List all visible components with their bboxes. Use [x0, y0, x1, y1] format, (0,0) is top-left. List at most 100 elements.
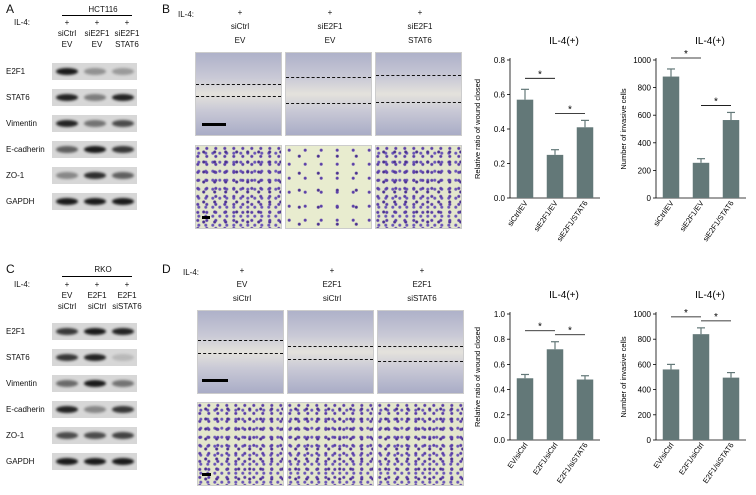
condition-il4: + [417, 8, 423, 17]
y-tick-label: 200 [638, 411, 652, 420]
blot-band [112, 458, 134, 465]
panel-d-il4-label: IL-4: [183, 268, 200, 277]
blot-protein-label: STAT6 [6, 93, 30, 102]
lane-label: siCtrl [57, 302, 77, 311]
y-tick-label: 0 [647, 194, 652, 203]
lane-il4: + [124, 18, 130, 27]
wound-healing-image [197, 310, 284, 394]
wound-healing-image [285, 52, 372, 136]
panel-c-header-line [62, 276, 132, 277]
wound-healing-image [287, 310, 374, 394]
bar [516, 378, 534, 440]
lane-il4: + [94, 280, 100, 289]
transwell-invasion-image [195, 145, 282, 229]
significance-star: * [714, 96, 718, 107]
condition-label: siCtrl [230, 22, 250, 31]
blot-band [84, 172, 106, 179]
transwell-invasion-image [377, 402, 464, 486]
blot-band [112, 354, 134, 361]
x-tick-label: E2F1/siSTAT6 [555, 441, 590, 485]
bar [692, 162, 710, 198]
chart-title: IL-4(+) [695, 36, 725, 47]
significance-star: * [568, 104, 572, 115]
blot-band [56, 432, 78, 439]
wound-healing-image [195, 52, 282, 136]
x-tick-label: siE2F1/STAT6 [701, 199, 736, 243]
blot-band [56, 328, 78, 335]
y-tick-label: 1000 [633, 56, 651, 65]
condition-label: EV [236, 280, 248, 289]
x-tick-label: E2F1/siCtrl [531, 441, 560, 477]
lane-il4: + [94, 18, 100, 27]
blot-strip [52, 63, 137, 80]
panel-a-letter: A [6, 2, 15, 16]
blot-band [84, 406, 106, 413]
transwell-invasion-image [287, 402, 374, 486]
chart-ylabel: Number of invasive cells [619, 336, 628, 418]
y-tick-label: 1000 [633, 310, 651, 319]
chart-wound-closure-d: IL-4(+) Relative ratio of wound closed 0.0… [473, 290, 600, 485]
lane-label: STAT6 [115, 40, 139, 49]
significance-star: * [714, 312, 718, 323]
wound-healing-image [377, 310, 464, 394]
lane-label: siSTAT6 [112, 302, 142, 311]
blot-band [112, 328, 134, 335]
lane-il4: + [64, 280, 70, 289]
bar [546, 154, 564, 198]
y-tick-label: 200 [638, 166, 652, 175]
blot-protein-label: ZO-1 [6, 171, 25, 180]
bar [576, 127, 594, 198]
blot-protein-label: GAPDH [6, 457, 35, 466]
transwell-invasion-image [197, 402, 284, 486]
scale-bar [202, 473, 211, 476]
lane-label: siCtrl [57, 29, 77, 38]
bar [546, 349, 564, 440]
chart-wound-closure-b: IL-4(+) Relative ratio of wound closed 0.0… [473, 36, 600, 243]
lane-label: EV [61, 40, 73, 49]
y-tick-label: 0.4 [494, 386, 506, 395]
blot-band [56, 94, 78, 101]
condition-label: siCtrl [232, 294, 252, 303]
blot-band [112, 120, 134, 127]
panel-a-cell-line: HCT116 [88, 5, 118, 14]
y-tick-label: 0.0 [494, 194, 506, 203]
blot-band [84, 120, 106, 127]
condition-il4: + [329, 266, 335, 275]
significance-star: * [684, 49, 688, 60]
blot-band [84, 380, 106, 387]
bar [516, 99, 534, 198]
chart-title: IL-4(+) [549, 36, 579, 47]
condition-il4: + [239, 266, 245, 275]
scale-bar [202, 379, 228, 382]
blot-band [84, 328, 106, 335]
y-tick-label: 400 [638, 139, 652, 148]
blot-band [112, 198, 134, 205]
condition-label: E2F1 [412, 280, 432, 289]
blot-band [56, 198, 78, 205]
condition-label: STAT6 [408, 36, 432, 45]
panel-d-letter: D [162, 262, 171, 276]
blot-protein-label: E2F1 [6, 327, 26, 336]
blot-protein-label: STAT6 [6, 353, 30, 362]
blot-band [112, 146, 134, 153]
blot-protein-label: GAPDH [6, 197, 35, 206]
blot-band [56, 354, 78, 361]
condition-il4: + [237, 8, 243, 17]
lane-il4: + [124, 280, 130, 289]
blot-band [112, 94, 134, 101]
blot-protein-label: E-cadherin [6, 405, 45, 414]
condition-il4: + [327, 8, 333, 17]
x-tick-label: siE2F1/EV [678, 199, 706, 233]
blot-band [56, 120, 78, 127]
blot-protein-label: ZO-1 [6, 431, 25, 440]
lane-label: E2F1 [87, 291, 107, 300]
condition-label: siE2F1 [407, 22, 433, 31]
x-tick-label: siCtrl/EV [652, 199, 676, 228]
y-tick-label: 0.2 [494, 160, 506, 169]
chart-ylabel: Number of invasive cells [619, 88, 628, 170]
condition-label: siE2F1 [317, 22, 343, 31]
chart-title: IL-4(+) [695, 290, 725, 301]
x-tick-label: E2F1/siCtrl [677, 441, 706, 477]
condition-label: siSTAT6 [407, 294, 437, 303]
blot-band [84, 458, 106, 465]
